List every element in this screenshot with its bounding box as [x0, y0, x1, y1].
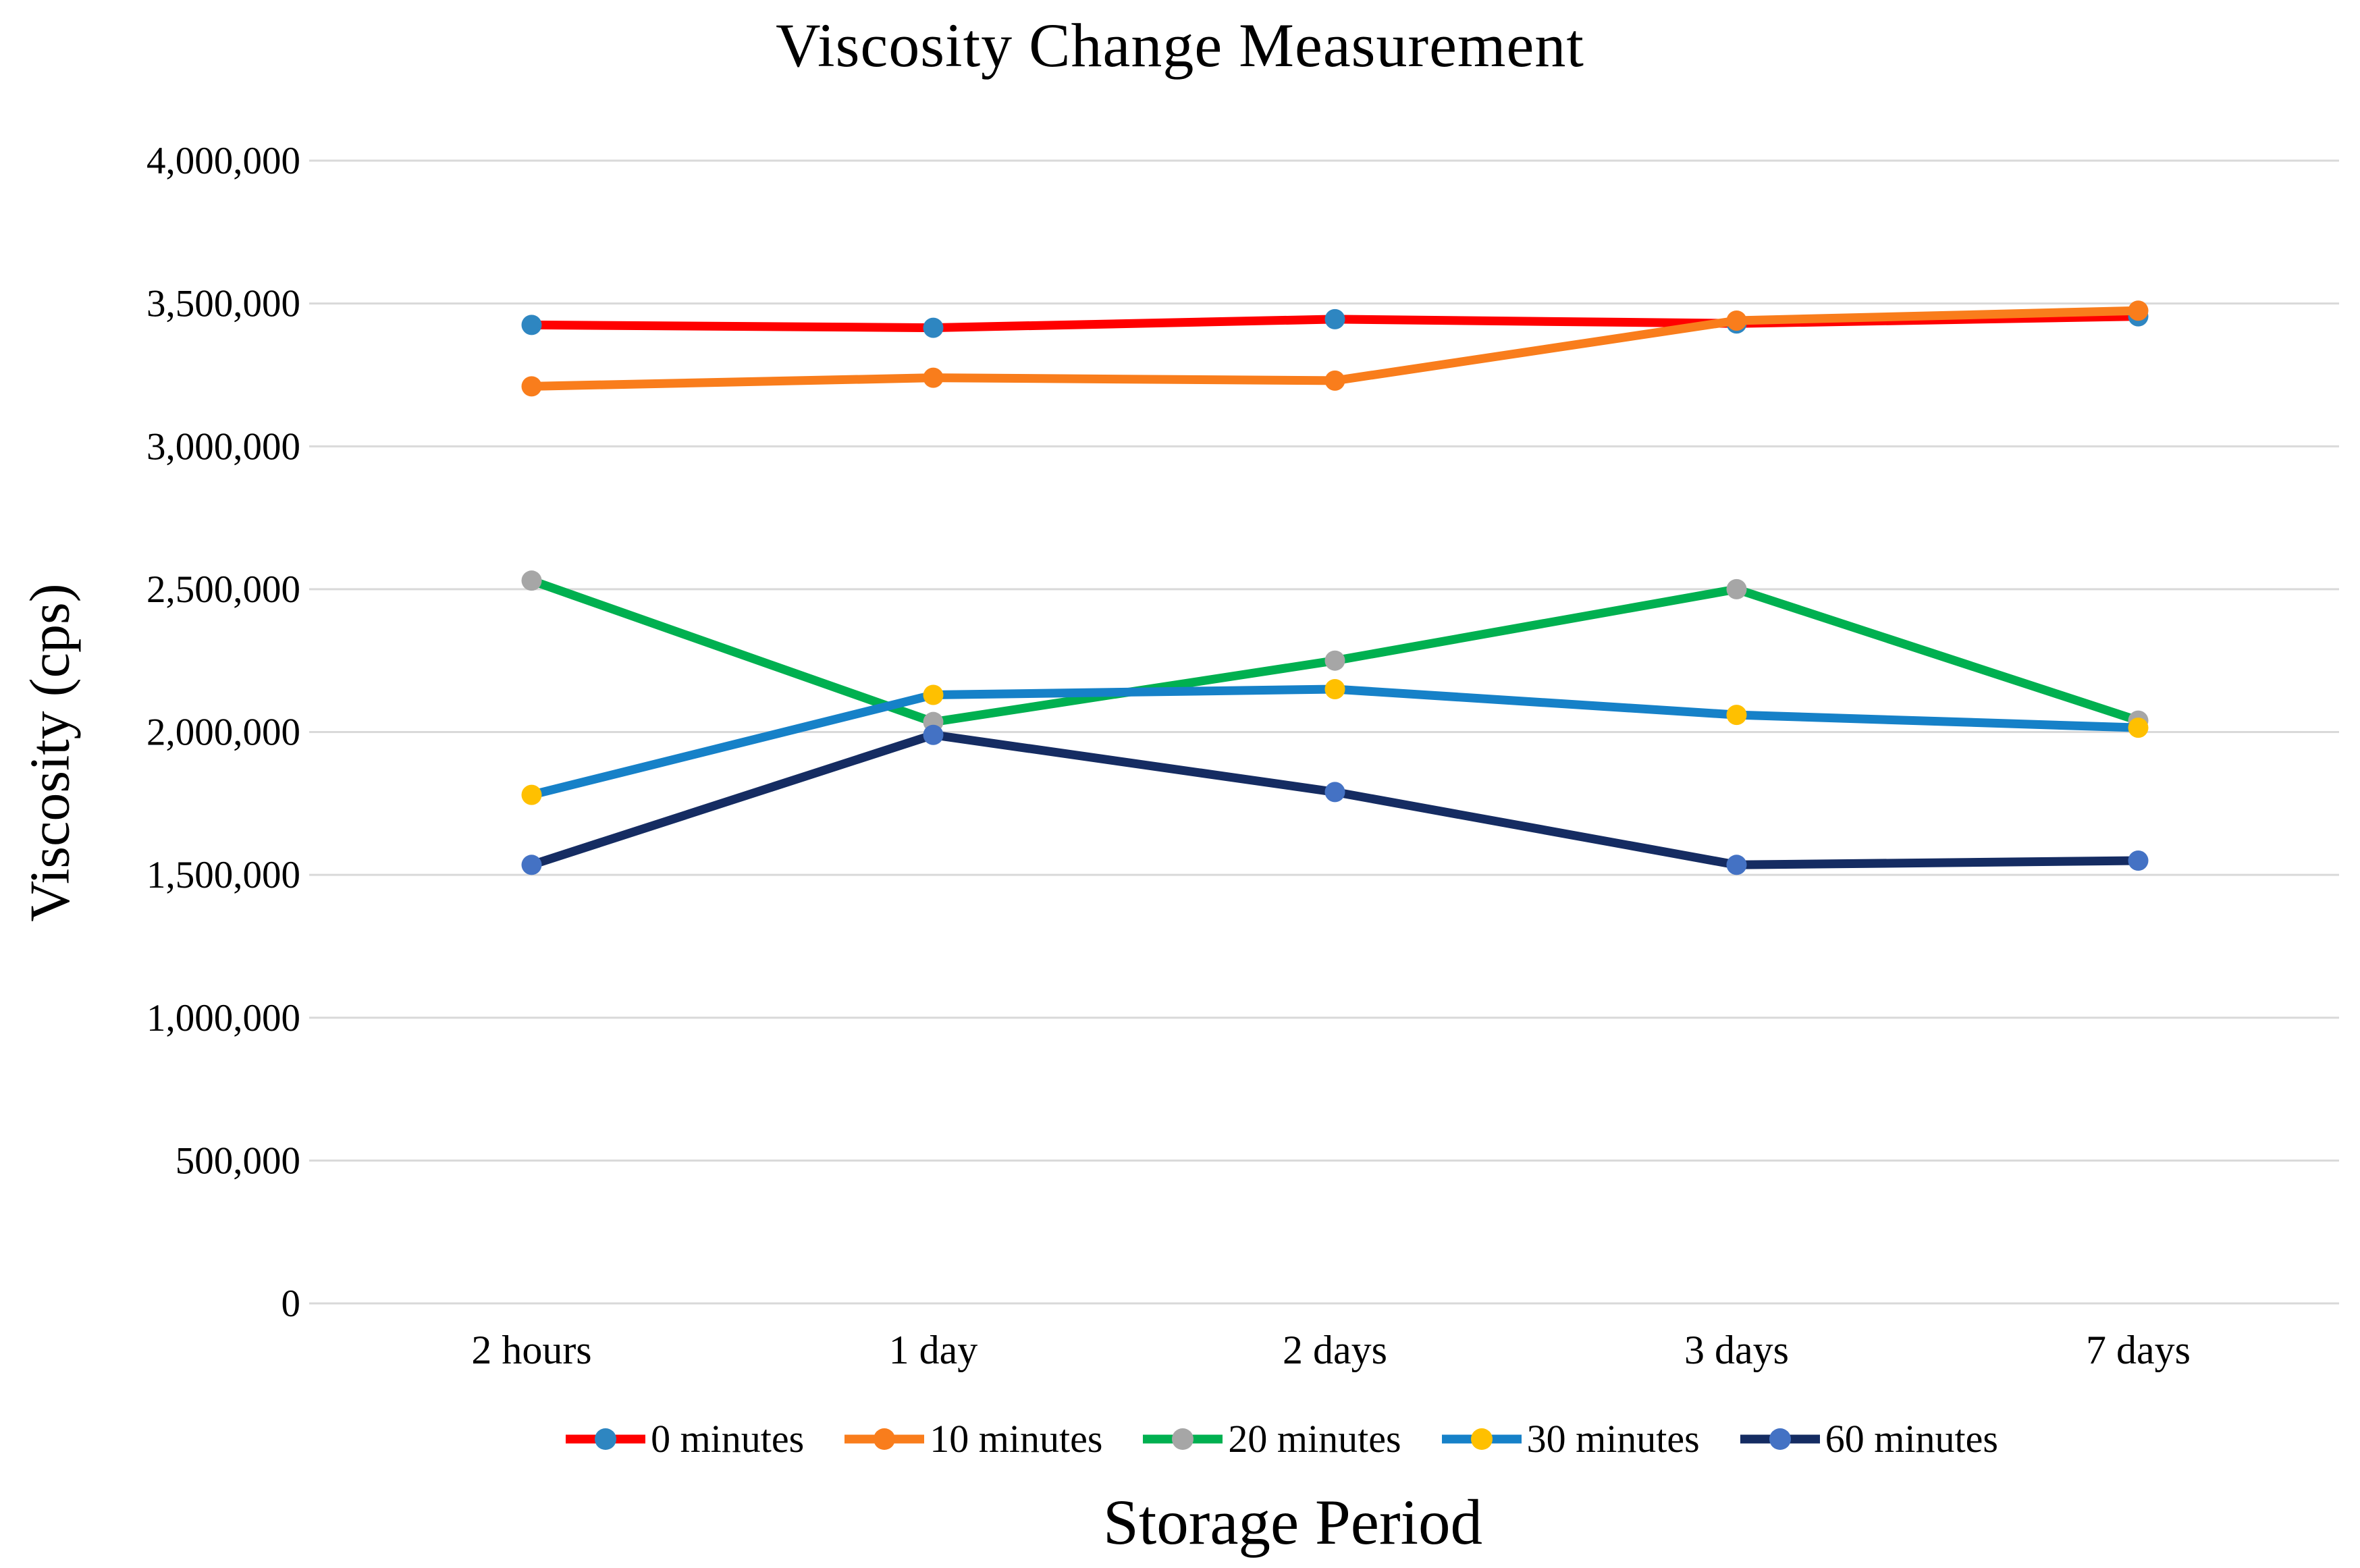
- legend-item-0-minutes: 0 minutes: [564, 1416, 804, 1461]
- legend-label: 10 minutes: [930, 1417, 1103, 1461]
- series-marker-60-minutes: [923, 724, 944, 745]
- series-marker-60-minutes: [1324, 782, 1345, 803]
- series-marker-20-minutes: [521, 570, 542, 591]
- y-tick-label: 500,000: [176, 1139, 300, 1182]
- series-marker-20-minutes: [1726, 578, 1747, 599]
- series-marker-30-minutes: [1324, 679, 1345, 700]
- series-marker-20-minutes: [1324, 650, 1345, 671]
- legend-item-30-minutes: 30 minutes: [1441, 1416, 1700, 1461]
- series-marker-60-minutes: [521, 855, 542, 875]
- legend-marker-icon: [595, 1428, 617, 1450]
- y-tick-label: 2,500,000: [146, 568, 300, 611]
- series-marker-60-minutes: [1726, 855, 1747, 875]
- legend-swatch-icon: [1441, 1428, 1522, 1450]
- legend-marker-icon: [1172, 1428, 1194, 1450]
- legend-item-20-minutes: 20 minutes: [1142, 1416, 1401, 1461]
- series-line-30-minutes: [527, 684, 2143, 800]
- series-marker-10-minutes: [1726, 310, 1747, 331]
- series-marker-10-minutes: [2128, 300, 2149, 321]
- legend-label: 20 minutes: [1228, 1417, 1401, 1461]
- legend-swatch-icon: [844, 1428, 925, 1450]
- y-tick-label: 0: [281, 1282, 301, 1325]
- x-tick-label: 1 day: [889, 1328, 978, 1372]
- x-tick-label: 3 days: [1684, 1328, 1789, 1372]
- legend-item-60-minutes: 60 minutes: [1739, 1416, 1998, 1461]
- y-tick-label: 4,000,000: [146, 140, 300, 182]
- legend: 0 minutes 10 minutes 20 minutes 30 minutes 6…: [203, 1416, 2360, 1461]
- series-marker-30-minutes: [1726, 705, 1747, 726]
- legend-label: 0 minutes: [651, 1417, 805, 1461]
- series-marker-30-minutes: [521, 784, 542, 805]
- x-axis-title: Storage Period: [1103, 1486, 1482, 1558]
- y-tick-label: 1,500,000: [146, 854, 300, 896]
- legend-label: 60 minutes: [1825, 1417, 1998, 1461]
- x-tick-label: 2 days: [1283, 1328, 1387, 1372]
- x-tick-label: 2 hours: [471, 1328, 591, 1372]
- series-marker-30-minutes: [923, 684, 944, 705]
- legend-label: 30 minutes: [1526, 1417, 1700, 1461]
- legend-marker-icon: [1769, 1428, 1791, 1450]
- legend-marker-icon: [874, 1428, 896, 1450]
- series-marker-10-minutes: [923, 367, 944, 388]
- y-tick-label: 2,000,000: [146, 711, 300, 754]
- x-tick-label: 7 days: [2086, 1328, 2191, 1372]
- legend-swatch-icon: [1740, 1428, 1820, 1450]
- series-marker-0-minutes: [521, 315, 542, 335]
- y-tick-label: 3,500,000: [146, 283, 300, 325]
- series-marker-10-minutes: [1324, 370, 1345, 391]
- y-tick-label: 1,000,000: [146, 997, 300, 1039]
- y-tick-label: 3,000,000: [146, 425, 300, 468]
- series-marker-60-minutes: [2128, 850, 2149, 871]
- series-marker-30-minutes: [2128, 718, 2149, 738]
- chart-title: Viscosity Change Measurement: [776, 11, 1584, 80]
- legend-item-10-minutes: 10 minutes: [843, 1416, 1102, 1461]
- legend-swatch-icon: [566, 1428, 646, 1450]
- legend-swatch-icon: [1143, 1428, 1223, 1450]
- series-marker-0-minutes: [923, 317, 944, 338]
- series-marker-0-minutes: [1324, 308, 1345, 329]
- series-marker-10-minutes: [521, 376, 542, 397]
- legend-marker-icon: [1470, 1428, 1493, 1450]
